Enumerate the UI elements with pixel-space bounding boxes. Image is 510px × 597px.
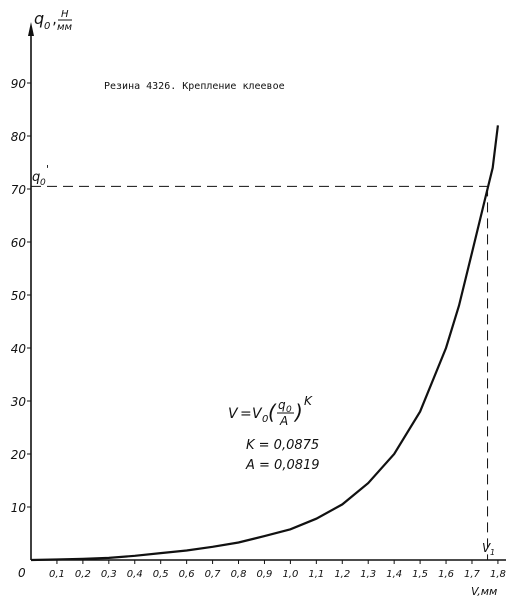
x-tick-label: 1,0 xyxy=(282,569,298,580)
formula-v0-sub: 0 xyxy=(262,414,268,425)
reference-y-label-sub: 0 xyxy=(40,178,46,188)
svg-text:(: ( xyxy=(268,400,277,424)
x-axis-label: V,мм xyxy=(471,585,497,597)
formula-a-value: A = 0,0819 xyxy=(245,458,320,473)
reference-x-label-main: V xyxy=(482,541,491,555)
x-tick-label: 1,6 xyxy=(438,569,454,580)
x-tick-label: 0,5 xyxy=(153,569,169,580)
formula-v0: V xyxy=(252,406,263,422)
chart-title: Резина 4326. Крепление клеевое xyxy=(104,81,285,92)
y-tick-label: 30 xyxy=(11,395,27,409)
y-axis-unit-denominator: мм xyxy=(57,22,73,33)
x-tick-label: 0,8 xyxy=(231,569,247,580)
formula-lhs: V xyxy=(228,406,239,422)
x-tick-label: 1,5 xyxy=(412,569,428,580)
x-ticks: 0 0,1 0,2 0,3 0,4 0,5 0,6 0,7 0,8 0,9 1,0 1,1 1,2 1,3… xyxy=(18,560,506,580)
svg-text:): ) xyxy=(293,400,303,424)
svg-text:,: , xyxy=(51,13,58,27)
formula-frac-num: q xyxy=(278,398,286,412)
x-tick-label: 0,4 xyxy=(127,569,143,580)
x-tick-label: 1,7 xyxy=(464,569,481,580)
y-tick-label: 10 xyxy=(11,501,27,515)
y-axis-arrow xyxy=(28,22,34,36)
reference-x-label-sub: 1 xyxy=(490,548,495,557)
x-tick-label: 0,7 xyxy=(205,569,222,580)
formula-frac-den: A xyxy=(279,414,288,428)
y-tick-label: 40 xyxy=(11,342,27,356)
x-tick-label: 0,9 xyxy=(257,569,273,580)
y-ticks: 10 20 30 40 50 60 70 80 90 xyxy=(11,77,31,515)
y-axis-label-sub: 0 xyxy=(44,21,50,32)
y-axis-label: q 0 , Н мм xyxy=(34,9,73,33)
y-tick-label: 50 xyxy=(11,289,27,303)
reference-y-label-main: q xyxy=(32,170,40,185)
formula-k-value: K = 0,0875 xyxy=(246,438,319,453)
x-tick-label: 1,2 xyxy=(334,569,350,580)
x-tick-label: 0,2 xyxy=(75,569,91,580)
series-line xyxy=(30,125,499,562)
formula-frac-num-sub: 0 xyxy=(286,405,292,415)
formula-exponent: K xyxy=(304,394,313,408)
x-tick-label: 0 xyxy=(18,566,26,580)
y-tick-label: 80 xyxy=(11,130,27,144)
reference-y-label-prime: ' xyxy=(46,163,49,176)
x-tick-label: 1,4 xyxy=(386,569,402,580)
y-axis-unit-numerator: Н xyxy=(61,9,69,20)
y-axis-label-main: q xyxy=(34,9,44,28)
x-tick-label: 0,3 xyxy=(101,569,117,580)
x-tick-label: 1,1 xyxy=(308,569,324,580)
reference-y-label: q 0 ' xyxy=(32,163,49,188)
x-tick-label: 0,1 xyxy=(49,569,65,580)
reference-x-label: V 1 xyxy=(482,541,495,557)
x-tick-label: 1,8 xyxy=(490,569,506,580)
svg-text:=: = xyxy=(240,406,252,422)
y-tick-label: 90 xyxy=(11,77,27,91)
x-tick-label: 1,3 xyxy=(360,569,376,580)
y-tick-label: 20 xyxy=(11,448,27,462)
y-tick-label: 70 xyxy=(11,183,27,197)
x-tick-label: 0,6 xyxy=(179,569,195,580)
y-tick-label: 60 xyxy=(11,236,27,250)
formula: V = V 0 ( q 0 A ) K K = 0,0875 A = 0,081… xyxy=(228,394,320,473)
